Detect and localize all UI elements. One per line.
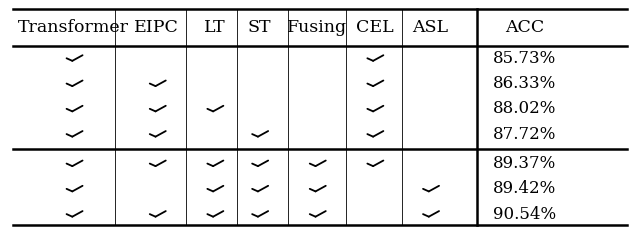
Text: 86.33%: 86.33% xyxy=(493,75,556,92)
Text: Fusing: Fusing xyxy=(287,19,347,36)
Text: Transformer: Transformer xyxy=(18,19,129,36)
Text: CEL: CEL xyxy=(356,19,393,36)
Text: EIPC: EIPC xyxy=(134,19,179,36)
Text: 88.02%: 88.02% xyxy=(493,100,557,117)
Text: 89.42%: 89.42% xyxy=(493,180,556,197)
Text: 90.54%: 90.54% xyxy=(493,206,556,223)
Text: ACC: ACC xyxy=(505,19,545,36)
Text: LT: LT xyxy=(204,19,225,36)
Text: ASL: ASL xyxy=(412,19,448,36)
Text: ST: ST xyxy=(248,19,271,36)
Text: 89.37%: 89.37% xyxy=(493,155,556,172)
Text: 85.73%: 85.73% xyxy=(493,50,556,67)
Text: 87.72%: 87.72% xyxy=(493,126,557,143)
